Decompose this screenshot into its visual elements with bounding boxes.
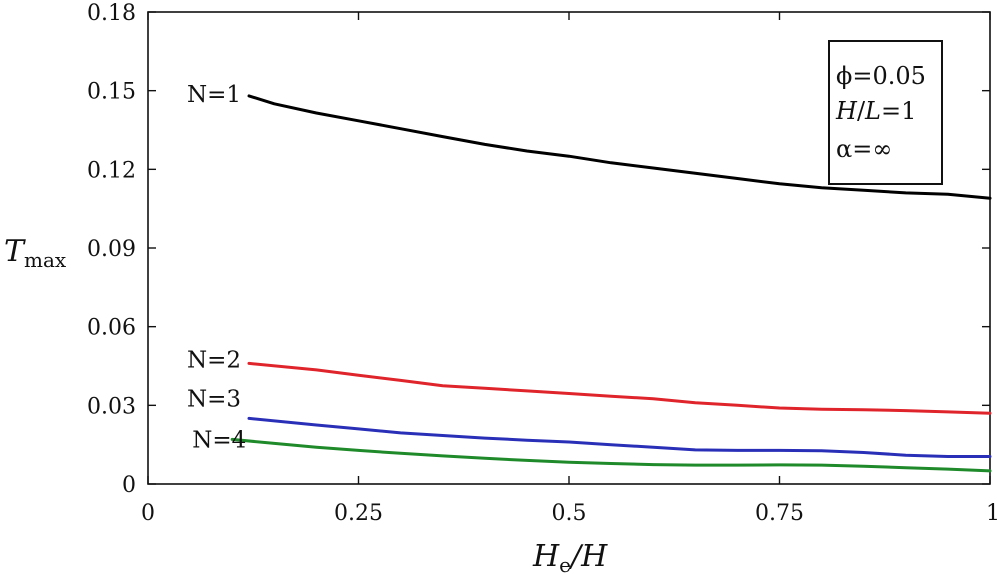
legend-phi: ϕ=0.05	[836, 62, 926, 90]
y-tick-label: 0.06	[87, 316, 136, 341]
series-layer	[230, 94, 992, 473]
legend-alpha: α=∞	[836, 135, 892, 163]
x-tick-label: 0.5	[552, 501, 587, 526]
series-line-n-1	[247, 94, 992, 200]
y-tick-label: 0.03	[87, 394, 136, 419]
y-tick-label: 0.09	[87, 237, 136, 262]
y-tick-label: 0.15	[87, 80, 136, 105]
y-tick-label: 0	[122, 473, 136, 498]
legend-aspect-ratio: H/L=1	[835, 97, 916, 125]
series-line-n-4	[230, 437, 992, 473]
x-tick-label: 1	[986, 501, 1000, 526]
y-tick-label: 0.18	[87, 1, 136, 26]
x-tick-label: 0.25	[334, 501, 383, 526]
series-label-n-4: N=4	[192, 427, 246, 453]
x-tick-label: 0	[141, 501, 155, 526]
legend-frame	[828, 40, 943, 185]
series-label-layer: N=1 N=2 N=3 N=4	[187, 82, 246, 454]
series-label-n-1: N=1	[187, 82, 241, 108]
x-tick-label: 0.75	[755, 501, 804, 526]
series-label-n-2: N=2	[187, 347, 241, 373]
ticks-layer: 0 0.03 0.06 0.09 0.12 0.15 0.18 0 0.25 0.5 0.75 1	[87, 1, 1000, 526]
x-axis-title: He/H	[532, 539, 608, 577]
y-axis-title: Tmax	[4, 234, 67, 272]
series-line-n-2	[247, 361, 992, 415]
series-line-n-3	[247, 416, 992, 458]
y-tick-label: 0.12	[87, 158, 136, 183]
series-label-n-3: N=3	[187, 386, 241, 412]
legend-box: ϕ=0.05 H/L=1 α=∞	[828, 40, 943, 185]
